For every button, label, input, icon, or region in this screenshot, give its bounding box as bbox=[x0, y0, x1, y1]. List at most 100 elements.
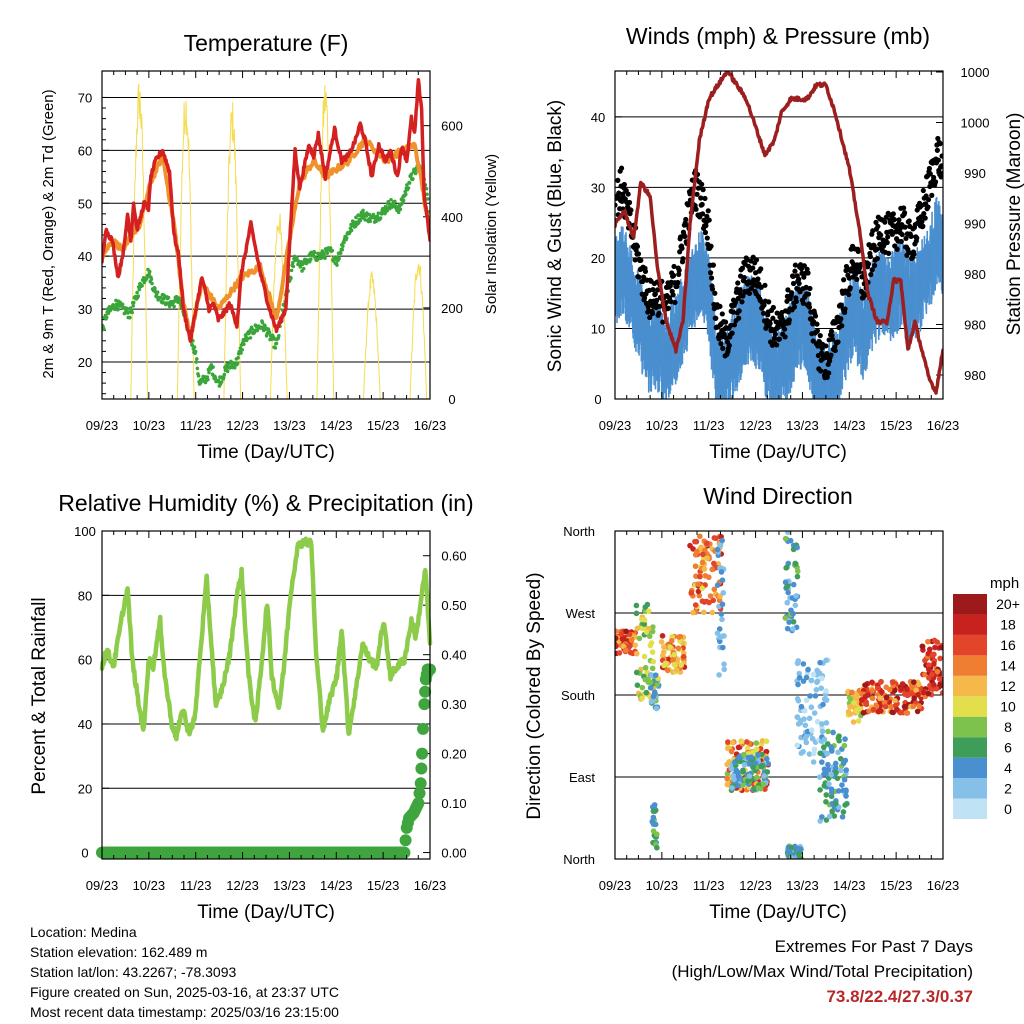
direction-point bbox=[649, 649, 656, 655]
gust-point bbox=[939, 153, 943, 159]
direction-point bbox=[835, 735, 842, 741]
direction-point bbox=[838, 767, 844, 774]
x-tick-label: 15/23 bbox=[367, 418, 400, 433]
winds-ylabel-left: Sonic Wind & Gust (Blue, Black) bbox=[545, 100, 566, 372]
gust-point bbox=[719, 311, 725, 317]
gust-point bbox=[635, 251, 642, 257]
gust-point bbox=[841, 277, 847, 283]
direction-point bbox=[678, 662, 685, 668]
direction-point bbox=[639, 684, 646, 691]
gust-point bbox=[885, 234, 891, 240]
x-tick-label: 12/23 bbox=[226, 418, 259, 433]
gust-point bbox=[708, 243, 714, 249]
dewpoint-point bbox=[425, 192, 429, 197]
direction-point bbox=[633, 610, 640, 617]
direction-point bbox=[730, 773, 737, 779]
direction-panel: Wind Direction Time (Day/UTC) Direction … bbox=[524, 483, 1020, 923]
dewpoint-point bbox=[349, 228, 354, 233]
direction-point bbox=[720, 644, 726, 651]
gust-point bbox=[640, 274, 647, 280]
direction-point bbox=[670, 656, 676, 663]
gust-point bbox=[634, 243, 641, 250]
direction-point bbox=[824, 750, 831, 757]
dewpoint-point bbox=[194, 360, 199, 364]
direction-point bbox=[847, 704, 853, 710]
direction-point bbox=[716, 626, 723, 632]
y2-tick-label: 980 bbox=[964, 267, 986, 282]
direction-point bbox=[639, 695, 645, 702]
dewpoint-point bbox=[309, 257, 313, 262]
x-tick-label: 13/23 bbox=[273, 418, 306, 433]
gust-point bbox=[704, 213, 710, 219]
gust-point bbox=[931, 174, 937, 181]
direction-point bbox=[633, 650, 640, 657]
gust-point bbox=[741, 274, 747, 281]
direction-point bbox=[879, 689, 885, 695]
x-tick-label: 14/23 bbox=[320, 418, 353, 433]
direction-point bbox=[819, 721, 825, 727]
direction-point bbox=[818, 685, 824, 691]
direction-point bbox=[692, 563, 699, 570]
gust-point bbox=[706, 217, 712, 223]
gust-point bbox=[740, 293, 746, 299]
colorbar-swatch bbox=[953, 716, 987, 738]
direction-point bbox=[720, 590, 727, 596]
dewpoint-point bbox=[398, 207, 403, 212]
gust-point bbox=[717, 303, 723, 310]
direction-point bbox=[729, 739, 736, 746]
direction-series bbox=[615, 531, 943, 859]
direction-point bbox=[618, 631, 625, 637]
dewpoint-point bbox=[291, 264, 296, 269]
direction-point bbox=[811, 710, 818, 716]
direction-point bbox=[898, 686, 904, 692]
y2-tick-label: 200 bbox=[441, 301, 463, 316]
x-tick-label: 10/23 bbox=[133, 418, 166, 433]
precip-point bbox=[413, 787, 426, 800]
direction-point bbox=[888, 703, 895, 710]
gust-point bbox=[868, 271, 874, 278]
gust-point bbox=[737, 287, 743, 293]
gust-point bbox=[935, 135, 941, 142]
gust-point bbox=[670, 272, 677, 279]
dewpoint-point bbox=[140, 283, 144, 288]
dewpoint-point bbox=[172, 304, 176, 309]
winds-xlabel: Time (Day/UTC) bbox=[709, 442, 847, 463]
dewpoint-point bbox=[338, 251, 343, 256]
gust-point bbox=[615, 177, 621, 183]
direction-point bbox=[842, 736, 848, 742]
direction-point bbox=[869, 695, 876, 702]
gust-point bbox=[874, 246, 880, 252]
direction-point bbox=[834, 775, 841, 782]
direction-point bbox=[761, 773, 767, 779]
direction-point bbox=[793, 593, 799, 599]
gust-point bbox=[736, 308, 742, 314]
temp-2m-line bbox=[102, 78, 430, 343]
direction-point bbox=[704, 540, 710, 547]
x-tick-label: 10/23 bbox=[133, 878, 166, 893]
gust-point bbox=[796, 280, 802, 287]
dewpoint-point bbox=[192, 345, 197, 349]
direction-point bbox=[919, 643, 926, 650]
gust-point bbox=[789, 290, 795, 296]
gust-point bbox=[814, 321, 820, 327]
gust-point bbox=[770, 315, 776, 321]
gust-point bbox=[786, 317, 792, 323]
colorbar-swatch bbox=[953, 594, 987, 615]
gust-point bbox=[796, 276, 802, 282]
direction-point bbox=[795, 851, 802, 857]
direction-point bbox=[811, 750, 817, 757]
gust-point bbox=[626, 199, 633, 206]
direction-point bbox=[808, 677, 815, 684]
y2-tick-label: 0.30 bbox=[441, 697, 466, 712]
direction-point bbox=[926, 666, 932, 673]
direction-point bbox=[645, 608, 652, 614]
gust-point bbox=[934, 147, 940, 153]
direction-point bbox=[695, 588, 702, 595]
colorbar-swatch bbox=[953, 655, 987, 676]
x-tick-label: 09/23 bbox=[599, 418, 632, 433]
direction-point bbox=[615, 643, 619, 650]
direction-point bbox=[803, 733, 810, 740]
gust-point bbox=[875, 223, 881, 229]
direction-point bbox=[831, 813, 838, 819]
